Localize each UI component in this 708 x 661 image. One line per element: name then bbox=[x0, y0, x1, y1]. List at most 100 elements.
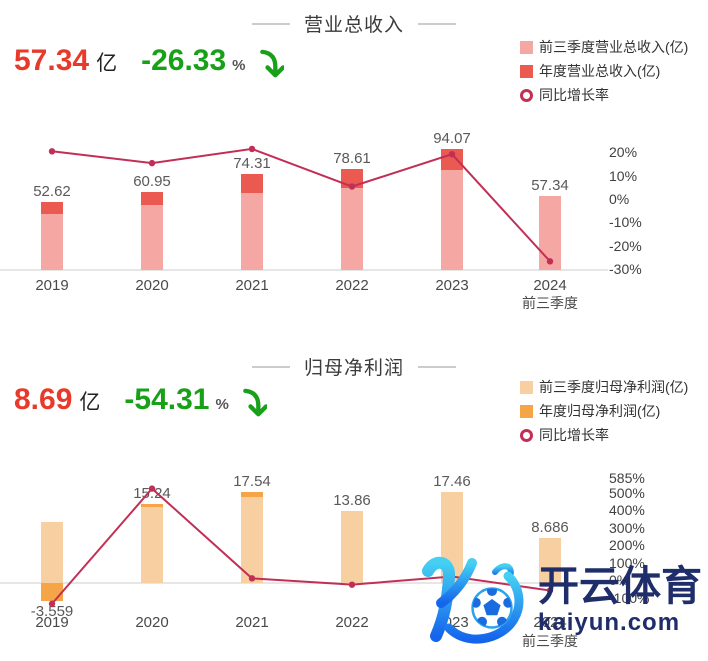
bar-value-label: 78.61 bbox=[333, 149, 371, 167]
right-axis-tick: 20% bbox=[609, 144, 638, 161]
revenue-stat-row: 57.34 亿 -26.33 % bbox=[14, 44, 285, 81]
profit-stat-change: -54.31 bbox=[124, 383, 210, 416]
revenue-stat-value: 57.34 bbox=[14, 44, 90, 77]
q3-revenue-swatch-icon bbox=[520, 40, 533, 54]
title-dash bbox=[251, 22, 290, 25]
revenue-stat-unit: 亿 bbox=[96, 52, 118, 75]
percent-sign: % bbox=[215, 396, 229, 413]
x-axis-label-2024: 2024 bbox=[533, 614, 567, 631]
bar-value-label: 94.07 bbox=[433, 129, 471, 147]
bar-value-label: 15.24 bbox=[133, 484, 171, 502]
annual-bar-2019[interactable] bbox=[41, 583, 63, 602]
right-axis-tick: -100% bbox=[609, 589, 650, 606]
legend-label: 前三季度归母净利润(亿) bbox=[539, 379, 689, 395]
growth-point-marker[interactable] bbox=[546, 587, 554, 594]
title-dash bbox=[418, 365, 456, 368]
bar-value-label: 17.54 bbox=[233, 472, 271, 490]
bar-value-label: 60.95 bbox=[133, 172, 171, 190]
q3-bar-2020[interactable] bbox=[141, 205, 163, 270]
right-axis-tick: 500% bbox=[609, 484, 645, 501]
legend-item-q3-profit[interactable]: 前三季度归母净利润(亿) bbox=[520, 375, 708, 399]
x-axis-label-2019: 2019 bbox=[35, 277, 69, 294]
growth-point-marker[interactable] bbox=[48, 148, 56, 155]
bar-value-label: 57.34 bbox=[531, 177, 569, 195]
q3-bar-2023[interactable] bbox=[441, 169, 463, 270]
profit-title: 归母净利润 bbox=[303, 358, 404, 379]
annual-revenue-swatch-icon bbox=[520, 64, 533, 78]
x-axis-label-2020: 2020 bbox=[135, 277, 169, 294]
legend-item-annual-profit[interactable]: 年度归母净利润(亿) bbox=[520, 399, 708, 423]
right-axis-tick: 10% bbox=[609, 167, 638, 184]
right-axis-tick: 400% bbox=[609, 502, 645, 518]
revenue-legend: 前三季度营业总收入(亿) 年度营业总收入(亿) 同比增长率 bbox=[520, 35, 708, 107]
growth-ring-icon bbox=[520, 88, 533, 102]
bar-value-label: 52.62 bbox=[33, 183, 71, 201]
right-axis-tick: 300% bbox=[609, 519, 645, 536]
annual-profit-swatch-icon bbox=[520, 404, 533, 418]
x-axis-label-2022: 2022 bbox=[335, 277, 369, 294]
legend-label: 年度营业总收入(亿) bbox=[539, 63, 661, 79]
legend-label: 同比增长率 bbox=[539, 427, 609, 443]
x-axis-label-2022: 2022 bbox=[335, 614, 369, 631]
right-axis-tick: 200% bbox=[609, 537, 645, 553]
right-axis-tick: -30% bbox=[609, 260, 642, 277]
down-arrow-icon bbox=[258, 48, 285, 85]
right-axis-tick: 100% bbox=[609, 554, 645, 571]
legend-label: 前三季度营业总收入(亿) bbox=[539, 39, 689, 55]
growth-ring-icon bbox=[520, 428, 533, 442]
bar-value-label: 13.86 bbox=[333, 492, 371, 510]
q3-bar-2023[interactable] bbox=[441, 492, 463, 583]
revenue-title-row: 营业总收入 bbox=[0, 10, 708, 37]
right-axis-tick: 0% bbox=[609, 572, 630, 588]
legend-item-q3-revenue[interactable]: 前三季度营业总收入(亿) bbox=[520, 35, 708, 59]
q3-bar-2024[interactable] bbox=[539, 537, 561, 583]
x-axis-label-2020: 2020 bbox=[135, 614, 169, 631]
growth-point-marker[interactable] bbox=[248, 145, 256, 153]
q3-profit-swatch-icon bbox=[520, 380, 533, 394]
right-axis-tick: 585% bbox=[609, 469, 645, 486]
q3-bar-2022[interactable] bbox=[341, 187, 363, 270]
x-axis-sublabel: 前三季度 bbox=[522, 295, 578, 311]
q3-bar-2024[interactable] bbox=[539, 196, 561, 270]
profit-stat-unit: 亿 bbox=[79, 391, 101, 414]
title-dash bbox=[251, 365, 290, 368]
bar-value-label: 17.46 bbox=[433, 473, 471, 491]
x-axis-label-2024: 2024 bbox=[533, 277, 567, 294]
x-axis-label-2021: 2021 bbox=[235, 277, 269, 294]
x-axis-label-2023: 2023 bbox=[435, 614, 469, 631]
bar-value-label: 74.31 bbox=[233, 155, 271, 173]
axis-baseline bbox=[0, 582, 608, 584]
profit-title-row: 归母净利润 bbox=[0, 353, 708, 380]
bar-value-label: -3.559 bbox=[30, 603, 74, 621]
right-axis-tick: -20% bbox=[609, 237, 642, 254]
legend-label: 年度归母净利润(亿) bbox=[539, 403, 661, 419]
profit-stat-row: 8.69 亿 -54.31 % bbox=[14, 383, 269, 420]
q3-bar-2021[interactable] bbox=[241, 496, 263, 583]
legend-label: 同比增长率 bbox=[539, 87, 609, 103]
right-axis-tick: 0% bbox=[609, 191, 630, 207]
growth-point-marker[interactable] bbox=[148, 159, 156, 167]
revenue-stat-change: -26.33 bbox=[141, 44, 227, 77]
x-axis-label-2023: 2023 bbox=[435, 277, 469, 294]
profit-legend: 前三季度归母净利润(亿) 年度归母净利润(亿) 同比增长率 bbox=[520, 375, 708, 447]
x-axis-sublabel: 前三季度 bbox=[522, 633, 578, 649]
revenue-title: 营业总收入 bbox=[303, 15, 404, 36]
q3-bar-2019[interactable] bbox=[41, 214, 63, 270]
title-dash bbox=[418, 22, 456, 25]
legend-item-revenue-growth[interactable]: 同比增长率 bbox=[520, 83, 708, 107]
legend-item-profit-growth[interactable]: 同比增长率 bbox=[520, 423, 708, 447]
x-axis-label-2021: 2021 bbox=[235, 614, 269, 631]
q3-bar-2020[interactable] bbox=[141, 507, 163, 583]
legend-item-annual-revenue[interactable]: 年度营业总收入(亿) bbox=[520, 59, 708, 83]
q3-bar-2022[interactable] bbox=[341, 511, 363, 583]
q3-bar-2021[interactable] bbox=[241, 192, 263, 270]
x-axis-label-2019: 2019 bbox=[35, 614, 69, 631]
axis-baseline bbox=[0, 269, 608, 271]
q3-bar-2019[interactable] bbox=[41, 522, 63, 583]
percent-sign: % bbox=[232, 57, 246, 74]
right-axis-tick: -10% bbox=[609, 214, 642, 231]
down-arrow-icon bbox=[241, 387, 269, 424]
profit-stat-value: 8.69 bbox=[14, 383, 73, 416]
bar-value-label: 8.686 bbox=[531, 518, 569, 536]
